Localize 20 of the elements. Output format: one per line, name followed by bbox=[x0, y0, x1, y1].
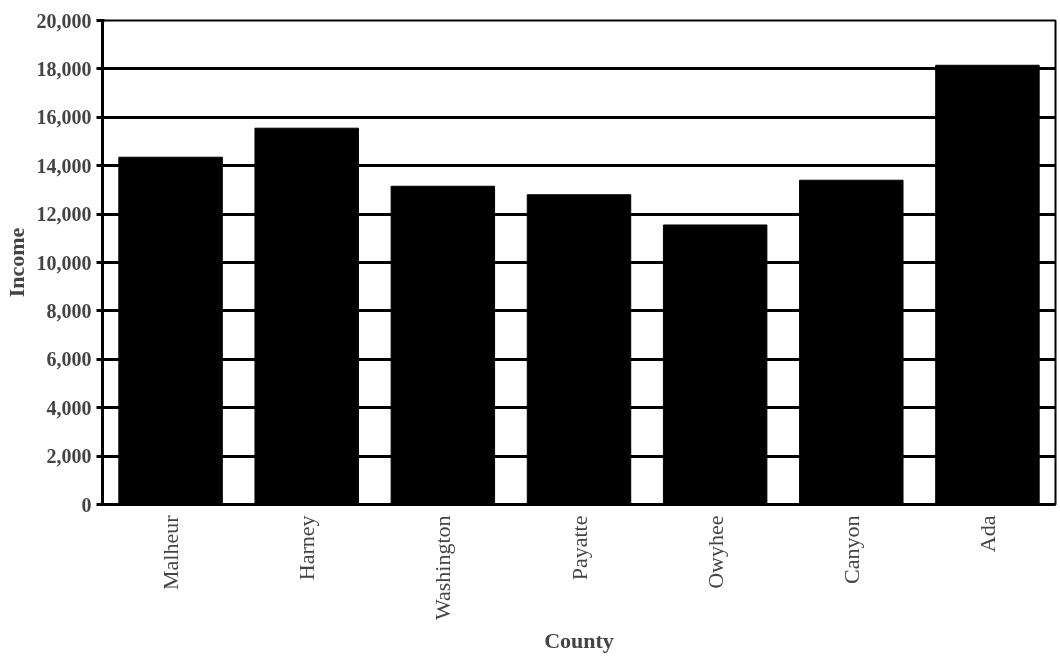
y-tick-label: 20,000 bbox=[36, 9, 92, 32]
y-tick-label: 8,000 bbox=[46, 299, 92, 322]
y-tick-label: 10,000 bbox=[36, 251, 92, 274]
x-axis-title: County bbox=[544, 628, 614, 654]
x-tick-label: Malheur bbox=[158, 514, 184, 591]
y-tick-label: 4,000 bbox=[46, 396, 92, 419]
y-tick-label: 6,000 bbox=[46, 348, 92, 371]
x-tick-label: Owyhee bbox=[702, 515, 728, 589]
y-tick-label: 16,000 bbox=[36, 106, 92, 129]
x-tick-label: Ada bbox=[974, 515, 1000, 553]
y-tick-label: 0 bbox=[81, 493, 92, 516]
x-tick-label: Washington bbox=[430, 515, 456, 621]
y-axis-title: Income bbox=[3, 227, 29, 298]
y-tick-label: 18,000 bbox=[36, 57, 92, 80]
x-tick-label: Payatte bbox=[566, 515, 592, 581]
x-tick-label: Canyon bbox=[838, 515, 864, 584]
x-tick-label: Harney bbox=[294, 515, 320, 581]
y-tick-label: 12,000 bbox=[36, 203, 92, 226]
y-tick-label: 14,000 bbox=[36, 154, 92, 177]
y-tick-label: 2,000 bbox=[46, 445, 92, 468]
